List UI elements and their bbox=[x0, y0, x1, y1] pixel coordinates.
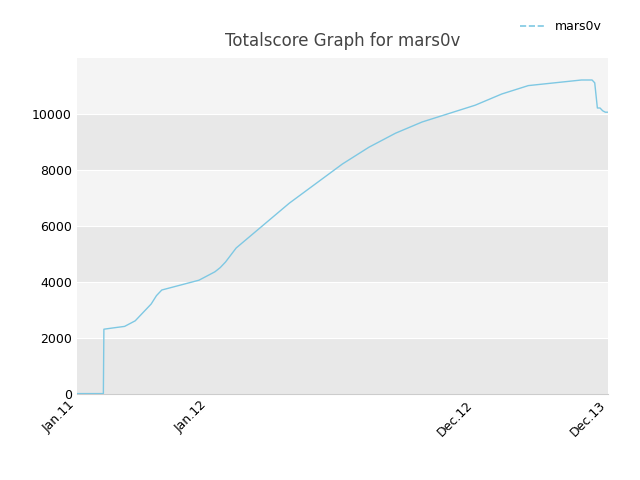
mars0v bbox=[121, 324, 129, 329]
Bar bbox=[77, 58, 608, 114]
mars0v bbox=[158, 287, 166, 293]
mars0v bbox=[190, 279, 198, 285]
mars0v bbox=[445, 111, 452, 117]
mars0v bbox=[392, 131, 399, 136]
mars0v bbox=[131, 318, 139, 324]
mars0v bbox=[583, 77, 591, 83]
Bar bbox=[77, 226, 608, 282]
mars0v bbox=[163, 286, 171, 291]
mars0v bbox=[472, 102, 479, 108]
Title: Totalscore Graph for mars0v: Totalscore Graph for mars0v bbox=[225, 33, 460, 50]
mars0v bbox=[232, 245, 240, 251]
mars0v bbox=[126, 321, 134, 326]
mars0v bbox=[602, 109, 609, 115]
mars0v bbox=[339, 161, 346, 167]
mars0v bbox=[591, 80, 598, 85]
mars0v bbox=[73, 391, 81, 396]
mars0v bbox=[206, 272, 214, 277]
Bar bbox=[77, 114, 608, 169]
mars0v bbox=[498, 91, 506, 97]
mars0v bbox=[100, 391, 108, 396]
mars0v bbox=[419, 119, 426, 125]
mars0v bbox=[153, 293, 161, 299]
mars0v bbox=[147, 301, 155, 307]
mars0v bbox=[200, 275, 208, 280]
mars0v bbox=[216, 265, 224, 271]
mars0v bbox=[137, 312, 145, 318]
Bar bbox=[77, 337, 608, 394]
mars0v bbox=[593, 105, 601, 111]
mars0v bbox=[365, 144, 373, 150]
mars0v bbox=[551, 80, 559, 85]
Bar bbox=[77, 169, 608, 226]
mars0v bbox=[525, 83, 532, 88]
mars0v bbox=[578, 77, 586, 83]
mars0v bbox=[184, 280, 192, 286]
mars0v bbox=[259, 223, 267, 228]
mars0v bbox=[195, 277, 203, 283]
mars0v bbox=[599, 108, 607, 114]
mars0v bbox=[100, 326, 108, 332]
mars0v bbox=[211, 269, 219, 275]
mars0v bbox=[312, 181, 320, 187]
mars0v bbox=[142, 307, 150, 312]
mars0v bbox=[596, 105, 604, 111]
mars0v bbox=[285, 200, 293, 206]
mars0v bbox=[588, 77, 596, 83]
mars0v bbox=[221, 259, 229, 265]
Bar bbox=[77, 282, 608, 337]
Legend: mars0v: mars0v bbox=[520, 20, 602, 33]
mars0v bbox=[604, 109, 612, 115]
mars0v bbox=[174, 283, 182, 288]
Line: mars0v: mars0v bbox=[77, 80, 608, 394]
mars0v bbox=[110, 325, 118, 331]
mars0v bbox=[168, 284, 176, 290]
mars0v bbox=[179, 281, 187, 287]
